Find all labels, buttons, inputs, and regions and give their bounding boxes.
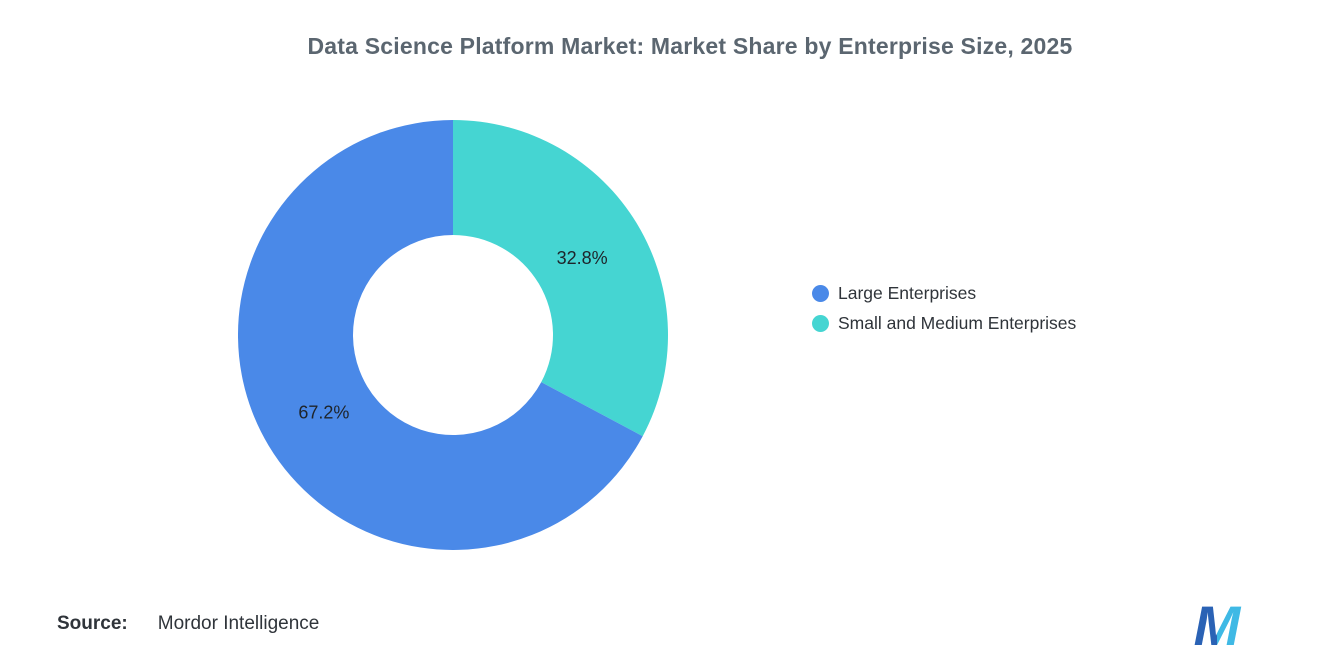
source-label: Source: bbox=[57, 613, 128, 634]
mordor-intelligence-logo: M M bbox=[1186, 595, 1248, 649]
legend-item-large-enterprises[interactable]: Large Enterprises bbox=[812, 283, 1076, 304]
svg-text:M: M bbox=[1194, 595, 1242, 649]
donut-slice-small-and-medium-enterprises[interactable] bbox=[453, 120, 668, 437]
chart-title: Data Science Platform Market: Market Sha… bbox=[307, 33, 1073, 59]
svg-text:M: M bbox=[1194, 595, 1242, 649]
source-line: Source: Mordor Intelligence bbox=[57, 613, 319, 635]
source-value: Mordor Intelligence bbox=[157, 613, 320, 634]
donut-chart: 32.8% 67.2% bbox=[238, 120, 668, 550]
donut-slice-large-enterprises[interactable] bbox=[238, 120, 643, 550]
legend-label-large-enterprises: Large Enterprises bbox=[838, 283, 977, 303]
mordor-logo-m-icon: M M bbox=[1194, 595, 1242, 649]
legend-label-small-and-medium-enterprises: Small and Medium Enterprises bbox=[838, 313, 1077, 333]
legend-item-small-and-medium-enterprises[interactable]: Small and Medium Enterprises bbox=[812, 313, 1076, 334]
legend-marker-large-enterprises bbox=[812, 285, 829, 302]
legend-marker-small-and-medium-enterprises bbox=[812, 315, 829, 332]
slice-data-label: 67.2% bbox=[298, 403, 349, 423]
legend: Large Enterprises Small and Medium Enter… bbox=[812, 283, 1076, 343]
slice-data-label: 32.8% bbox=[557, 248, 608, 268]
